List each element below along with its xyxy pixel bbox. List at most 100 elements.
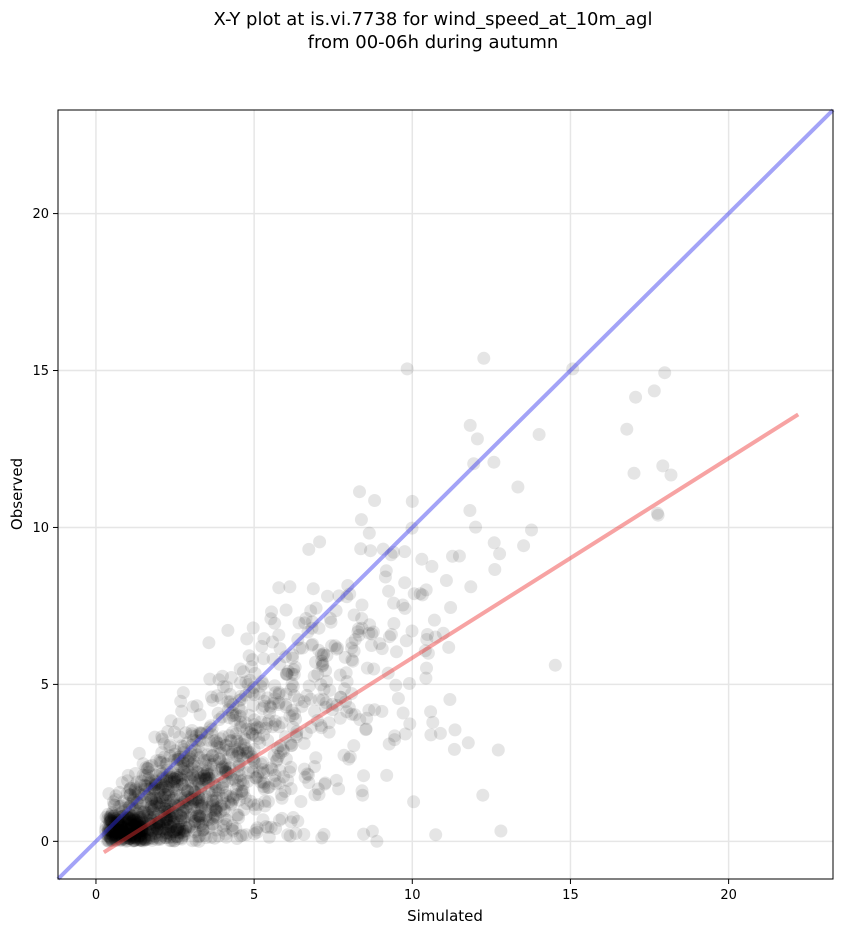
scatter-point: [491, 743, 505, 757]
scatter-point: [158, 788, 172, 802]
scatter-point: [332, 589, 346, 603]
scatter-point: [323, 612, 337, 625]
scatter-point: [122, 800, 136, 814]
scatter-point: [104, 812, 118, 826]
scatter-point: [127, 813, 141, 827]
scatter-point: [233, 746, 247, 760]
scatter-point: [102, 822, 116, 836]
scatter-point: [142, 759, 156, 773]
scatter-point: [114, 820, 128, 834]
scatter-point: [113, 829, 127, 843]
scatter-point: [285, 677, 299, 691]
scatter-point: [135, 821, 148, 835]
scatter-point: [154, 822, 168, 836]
scatter-point: [123, 783, 136, 797]
scatter-point: [152, 806, 166, 820]
scatter-point: [248, 666, 262, 680]
scatter-point: [243, 725, 257, 739]
scatter-point: [165, 809, 179, 823]
scatter-point: [260, 717, 274, 731]
scatter-point: [212, 752, 226, 766]
scatter-point: [382, 584, 396, 598]
scatter-point: [103, 810, 117, 824]
scatter-point: [235, 828, 249, 842]
scatter-point: [209, 823, 223, 837]
scatter-point: [226, 706, 240, 720]
scatter-point: [176, 806, 190, 820]
scatter-point: [178, 811, 192, 824]
scatter-point: [108, 823, 122, 837]
scatter-point: [297, 695, 311, 709]
scatter-point: [157, 800, 171, 814]
scatter-point: [360, 711, 374, 725]
scatter-point: [219, 827, 233, 841]
scatter-point: [172, 826, 186, 840]
scatter-point: [284, 739, 298, 753]
scatter-point: [177, 742, 191, 756]
scatter-point: [207, 798, 221, 812]
scatter-point: [221, 767, 235, 780]
scatter-point: [153, 755, 167, 769]
grid: [58, 110, 833, 879]
scatter-point: [182, 749, 196, 763]
scatter-point: [198, 769, 211, 783]
scatter-point: [221, 703, 235, 717]
scatter-point: [136, 757, 150, 771]
scatter-point: [200, 768, 214, 782]
scatter-point: [124, 781, 138, 795]
scatter-point: [388, 733, 402, 747]
scatter-point: [106, 825, 120, 839]
scatter-point: [153, 832, 167, 846]
scatter-point: [186, 769, 200, 783]
scatter-point: [185, 747, 198, 761]
scatter-point: [109, 833, 123, 847]
scatter-point: [185, 820, 198, 834]
scatter-point: [194, 733, 208, 747]
scatter-point: [163, 774, 177, 788]
scatter-point: [117, 825, 131, 839]
scatter-point: [103, 815, 117, 829]
scatter-point: [120, 823, 134, 837]
scatter-point: [316, 657, 330, 671]
scatter-point: [147, 803, 160, 817]
scatter-point: [532, 428, 546, 441]
scatter-point: [117, 828, 131, 842]
scatter-point: [202, 813, 216, 827]
scatter-point: [132, 811, 146, 825]
scatter-point: [214, 691, 228, 705]
scatter-point: [167, 834, 181, 848]
scatter-point: [216, 760, 229, 774]
scatter-point: [150, 796, 164, 810]
scatter-point: [620, 422, 634, 436]
scatter-point: [106, 795, 120, 809]
one-to-one-line: [56, 108, 835, 881]
scatter-point: [120, 810, 134, 824]
scatter-point: [272, 749, 285, 763]
scatter-point: [389, 678, 403, 692]
scatter-point: [150, 822, 164, 836]
scatter-point: [259, 721, 273, 735]
scatter-point: [199, 758, 213, 772]
scatter-point: [99, 819, 113, 833]
scatter-point: [210, 794, 223, 808]
scatter-point: [161, 725, 175, 738]
scatter-point: [166, 806, 179, 819]
scatter-point: [220, 680, 234, 694]
scatter-point: [167, 825, 181, 839]
scatter-point: [196, 823, 210, 837]
scatter-point: [309, 655, 322, 669]
scatter-point: [167, 815, 180, 829]
scatter-point: [241, 746, 255, 760]
scatter-point: [463, 504, 477, 517]
scatter-point: [197, 753, 211, 767]
scatter-point: [192, 829, 206, 843]
scatter-point: [348, 708, 362, 722]
scatter-point: [340, 675, 354, 689]
scatter-point: [246, 621, 260, 635]
scatter-point: [135, 774, 148, 788]
scatter-point: [355, 621, 369, 635]
scatter-point: [172, 799, 185, 813]
scatter-point: [216, 761, 229, 775]
scatter-point: [396, 598, 410, 612]
scatter-point: [158, 750, 172, 764]
